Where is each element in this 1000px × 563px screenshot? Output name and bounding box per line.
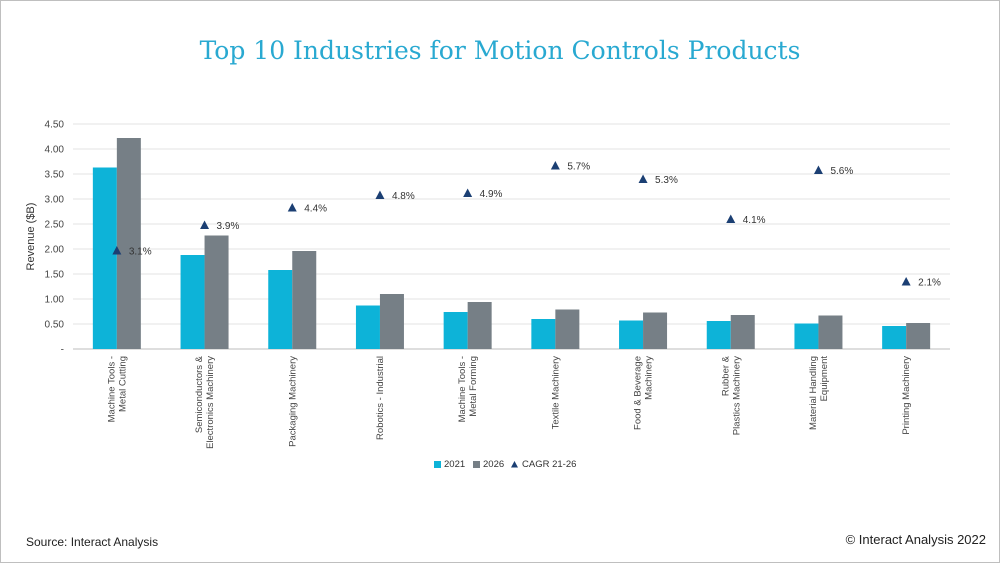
x-category-label: Plastics Machinery [731, 356, 742, 435]
cagr-data-label: 5.3% [655, 175, 678, 186]
x-category-label: Semiconductors & [194, 355, 205, 433]
y-tick-label: 2.50 [45, 220, 65, 231]
cagr-data-label: 3.9% [217, 221, 240, 232]
bar-2026 [116, 138, 141, 349]
x-category-label: Equipment [819, 356, 830, 402]
cagr-data-label: 5.7% [567, 162, 590, 173]
legend-label-cagr: CAGR 21-26 [522, 459, 576, 470]
y-tick-label: 3.00 [45, 195, 65, 206]
legend-marker-cagr [511, 461, 518, 468]
bar-2021 [355, 305, 380, 349]
cagr-marker [200, 220, 210, 229]
bar-2026 [204, 235, 229, 349]
bar-2026 [818, 315, 843, 349]
legend-label-2021: 2021 [444, 459, 465, 470]
y-tick-label: 3.50 [45, 170, 65, 181]
bar-2026 [643, 312, 668, 349]
x-category-label: Machine Tools - [457, 356, 468, 422]
y-tick-label: 2.00 [45, 245, 65, 256]
cagr-marker [813, 165, 823, 174]
cagr-data-label: 4.1% [743, 215, 766, 226]
bar-2021 [619, 320, 644, 349]
cagr-marker [463, 188, 473, 197]
y-tick-label: 1.00 [45, 295, 65, 306]
cagr-data-label: 2.1% [918, 278, 941, 289]
y-tick-label: - [61, 345, 64, 356]
bar-2021 [443, 312, 468, 349]
x-category-label: Packaging Machinery [287, 356, 298, 447]
x-category-label: Machinery [644, 356, 655, 400]
cagr-data-label: 3.1% [129, 247, 152, 258]
bar-2021 [268, 270, 293, 349]
cagr-data-label: 4.4% [304, 204, 327, 215]
cagr-data-label: 4.9% [480, 189, 503, 200]
x-category-label: Metal Cutting [117, 356, 128, 412]
bar-2026 [555, 309, 580, 349]
x-category-label: Metal Forming [468, 356, 479, 417]
bar-2021 [92, 167, 117, 349]
cagr-marker [550, 161, 560, 170]
legend-swatch-2021 [434, 461, 441, 468]
x-category-label: Material Handling [808, 356, 819, 430]
x-category-label: Electronics Machinery [205, 356, 216, 449]
cagr-data-label: 4.8% [392, 191, 415, 202]
source-note: Source: Interact Analysis [26, 535, 159, 549]
cagr-marker [112, 246, 122, 255]
legend-label-2026: 2026 [483, 459, 504, 470]
y-axis-label: Revenue ($B) [25, 203, 37, 271]
y-tick-label: 4.00 [45, 145, 65, 156]
cagr-data-label: 5.6% [830, 166, 853, 177]
bar-2026 [292, 251, 317, 349]
bar-2026 [467, 302, 492, 349]
cagr-marker [287, 203, 297, 212]
bar-2021 [531, 319, 556, 349]
cagr-marker [726, 214, 736, 223]
x-category-label: Machine Tools - [106, 356, 117, 422]
bar-2021 [794, 323, 819, 349]
bar-2021 [706, 321, 731, 349]
copyright-note: © Interact Analysis 2022 [845, 532, 986, 547]
cagr-marker [375, 190, 385, 199]
cagr-marker [901, 277, 911, 286]
bar-2026 [730, 315, 755, 349]
y-tick-label: 1.50 [45, 270, 65, 281]
chart-title: Top 10 Industries for Motion Controls Pr… [199, 36, 801, 65]
x-category-label: Food & Beverage [633, 356, 644, 430]
legend-swatch-2026 [473, 461, 480, 468]
x-category-label: Textile Machinery [550, 356, 561, 430]
bar-2021 [180, 255, 205, 349]
cagr-marker [638, 174, 648, 183]
y-tick-label: 4.50 [45, 120, 65, 131]
x-category-label: Printing Machinery [901, 356, 912, 435]
bar-2026 [906, 323, 931, 349]
y-tick-label: 0.50 [45, 320, 65, 331]
bar-2021 [882, 326, 907, 349]
bar-2026 [379, 294, 404, 349]
x-category-label: Rubber & [720, 355, 731, 396]
x-category-label: Robotics - Industrial [375, 356, 386, 440]
